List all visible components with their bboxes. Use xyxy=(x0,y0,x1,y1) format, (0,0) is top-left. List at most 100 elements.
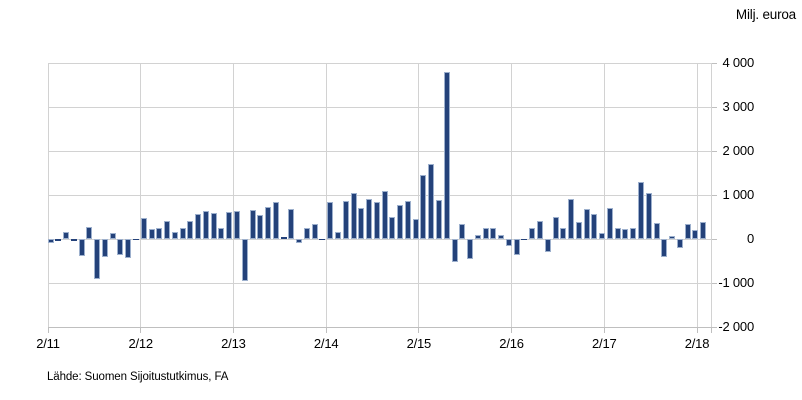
bar xyxy=(303,227,310,239)
category-axis-label: 2/12 xyxy=(128,336,153,351)
category-axis-tick xyxy=(696,328,698,333)
bar xyxy=(459,223,466,239)
gridline-vertical xyxy=(603,63,605,327)
bar xyxy=(164,220,171,239)
bar xyxy=(280,236,287,239)
bar xyxy=(109,233,116,239)
bar xyxy=(101,239,108,257)
bar xyxy=(676,239,683,249)
bar xyxy=(420,174,427,239)
value-axis-label: 3 000 xyxy=(722,99,754,114)
value-axis-tick xyxy=(712,326,717,328)
bar xyxy=(156,227,163,239)
gridline-horizontal xyxy=(48,62,712,64)
bar xyxy=(669,235,676,239)
gridline-vertical xyxy=(511,63,513,327)
gridline-vertical xyxy=(140,63,142,327)
bar xyxy=(86,227,93,239)
category-axis-label: 2/11 xyxy=(36,336,60,351)
value-axis-label: 0 xyxy=(746,231,754,246)
bar xyxy=(55,239,62,241)
gridline-vertical xyxy=(696,63,698,327)
bar xyxy=(319,239,326,241)
bar xyxy=(638,181,645,239)
bar xyxy=(467,239,474,259)
category-axis-tick xyxy=(140,328,142,333)
gridline-vertical xyxy=(418,63,420,327)
bar xyxy=(521,239,528,241)
source-note: Lähde: Suomen Sijoitustutkimus, FA xyxy=(47,371,229,383)
bar xyxy=(140,217,147,239)
bar xyxy=(436,199,442,239)
bar xyxy=(692,229,699,239)
bar xyxy=(311,224,318,239)
bar xyxy=(397,204,404,239)
bar xyxy=(171,232,178,239)
bar xyxy=(350,193,357,239)
category-axis-label: 2/14 xyxy=(313,336,339,351)
category-axis-tick xyxy=(603,328,605,333)
bar xyxy=(366,199,373,239)
bar xyxy=(428,164,435,239)
bar xyxy=(505,239,512,247)
bar xyxy=(482,228,489,239)
bar xyxy=(148,228,155,239)
bar xyxy=(614,227,621,239)
bar xyxy=(47,239,54,243)
bar xyxy=(117,239,124,255)
bar xyxy=(218,228,225,239)
bar xyxy=(404,201,411,239)
bar xyxy=(606,208,613,239)
bar xyxy=(187,220,194,239)
bar xyxy=(334,231,341,239)
category-axis-tick xyxy=(47,328,49,333)
bar xyxy=(63,232,70,239)
bar xyxy=(451,239,458,263)
category-axis-label: 2/18 xyxy=(684,336,710,351)
bar xyxy=(498,235,505,239)
bar xyxy=(70,239,77,242)
bar xyxy=(241,239,248,281)
bar xyxy=(661,239,668,257)
bar xyxy=(272,201,279,239)
value-axis-tick xyxy=(712,150,717,152)
bar xyxy=(179,228,186,239)
bar xyxy=(443,71,450,239)
bar xyxy=(389,216,396,239)
category-axis-tick xyxy=(711,328,712,333)
value-axis-label: -1 000 xyxy=(718,275,754,290)
value-axis-label: 4 000 xyxy=(722,55,754,70)
bar xyxy=(700,221,707,239)
category-axis-tick xyxy=(511,328,513,333)
bar xyxy=(544,239,551,252)
bar xyxy=(125,239,132,258)
bar xyxy=(296,239,303,243)
bar xyxy=(132,239,139,240)
bar xyxy=(537,220,543,239)
value-axis-tick xyxy=(712,194,717,196)
category-axis-label: 2/16 xyxy=(499,336,524,351)
gridline-horizontal xyxy=(48,282,712,284)
bar xyxy=(358,208,365,239)
bar xyxy=(575,222,582,239)
bar xyxy=(202,210,209,239)
gridline-horizontal xyxy=(48,194,712,196)
bar xyxy=(265,206,272,239)
bar xyxy=(513,239,520,255)
value-axis-tick xyxy=(712,282,717,284)
bar xyxy=(195,213,202,239)
category-axis-tick xyxy=(232,328,234,333)
gridline-horizontal xyxy=(48,150,712,152)
bar xyxy=(552,217,559,239)
bar xyxy=(288,208,295,239)
bar xyxy=(381,191,388,239)
bar xyxy=(591,214,598,239)
value-axis-label: 1 000 xyxy=(722,187,754,202)
bar xyxy=(653,223,660,239)
gridline-horizontal xyxy=(48,106,712,108)
bar xyxy=(342,200,349,239)
bar xyxy=(630,228,637,239)
bar xyxy=(226,212,233,239)
gridline-horizontal xyxy=(48,238,712,240)
